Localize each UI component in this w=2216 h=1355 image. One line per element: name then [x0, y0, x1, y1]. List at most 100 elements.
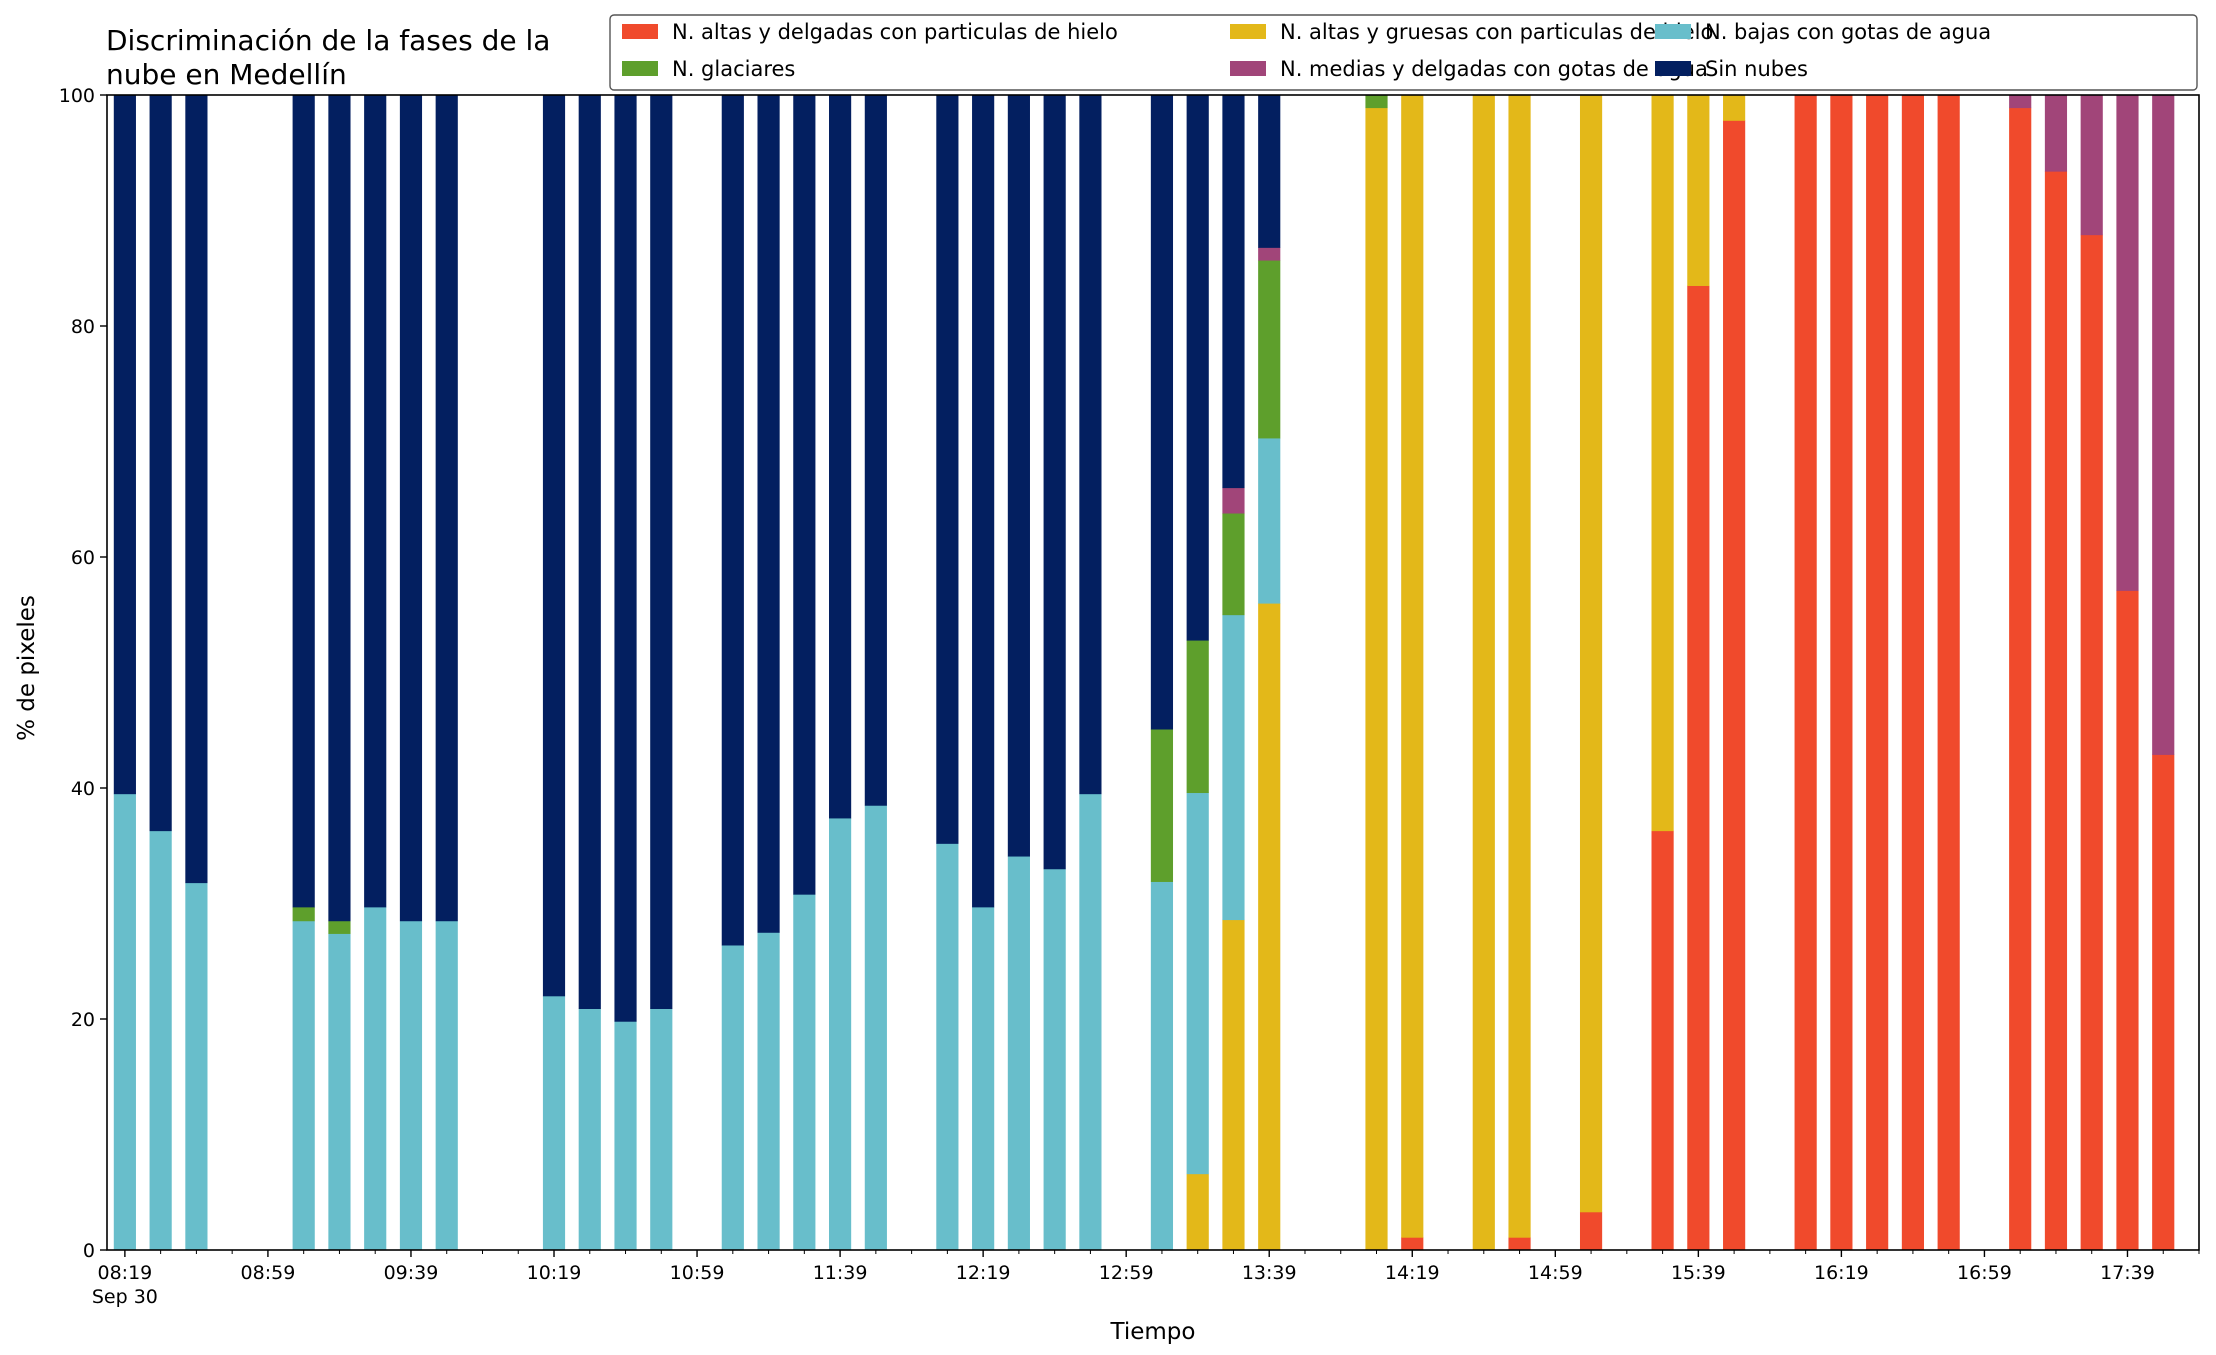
- bar-segment: [1794, 95, 1817, 1251]
- bar-segment: [1222, 513, 1245, 616]
- bar-segment: [1222, 614, 1245, 921]
- legend-label: N. medias y delgadas con gotas de agua: [1280, 57, 1708, 81]
- x-tick-label: 09:39: [384, 1262, 439, 1284]
- x-tick-label: 14:59: [1528, 1262, 1583, 1284]
- bar-segment: [2116, 95, 2139, 591]
- chart-title-line-1: Discriminación de la fases de la: [106, 24, 550, 57]
- bar-segment: [1937, 95, 1960, 1251]
- y-tick-label: 0: [83, 1240, 95, 1262]
- bar-segment: [757, 932, 780, 1251]
- bar-segment: [1508, 95, 1531, 1238]
- x-tick-label: 16:19: [1814, 1262, 1869, 1284]
- bar-segment: [829, 818, 852, 1251]
- bar-segment: [1150, 881, 1174, 1251]
- bar-segment: [1258, 438, 1281, 604]
- bar-segment: [614, 95, 637, 1022]
- bar-segment: [292, 95, 315, 908]
- bar-segment: [1007, 95, 1030, 857]
- bar-segment: [1901, 95, 1924, 1251]
- y-tick-label: 40: [71, 778, 95, 800]
- x-tick-label: 15:39: [1671, 1262, 1726, 1284]
- bar-segment: [864, 805, 887, 1251]
- bar-segment: [1150, 729, 1174, 882]
- legend-swatch: [622, 24, 658, 39]
- bar-segment: [435, 95, 458, 922]
- bar-segment: [435, 920, 458, 1251]
- bar-segment: [1186, 640, 1209, 794]
- bar-segment: [1651, 830, 1674, 1251]
- bar-segment: [1258, 603, 1281, 1251]
- bar-segment: [1365, 107, 1388, 1251]
- bar-segment: [1186, 95, 1209, 641]
- bar-segment: [1222, 487, 1245, 514]
- bar-segment: [292, 906, 315, 922]
- bar-segment: [1365, 95, 1388, 109]
- bar-segment: [1222, 919, 1245, 1251]
- bar-segment: [1579, 95, 1603, 1213]
- x-tick-label: 12:19: [956, 1262, 1011, 1284]
- bar-segment: [364, 95, 387, 908]
- legend: N. altas y delgadas con particulas de hi…: [609, 14, 2198, 91]
- bar-segment: [1043, 95, 1066, 870]
- x-tick-label: 11:39: [813, 1262, 868, 1284]
- y-tick-label: 100: [59, 85, 95, 107]
- legend-frame: [609, 14, 2198, 91]
- bar-segment: [399, 95, 423, 922]
- y-tick-label: 20: [71, 1009, 95, 1031]
- bar-segment: [1651, 95, 1674, 832]
- bar-segment: [2044, 95, 2068, 172]
- bar-segment: [972, 906, 995, 1251]
- bar-segment: [328, 933, 351, 1251]
- legend-swatch: [1655, 24, 1691, 39]
- bar-segment: [399, 920, 423, 1251]
- bar-segment: [1258, 260, 1281, 439]
- legend-swatch: [1230, 61, 1266, 76]
- bar-segment: [149, 95, 172, 832]
- x-tick-label: 08:59: [241, 1262, 296, 1284]
- bar-segment: [2152, 754, 2175, 1251]
- bar-segment: [364, 906, 387, 1251]
- bar-segment: [1258, 95, 1281, 248]
- x-axis-label: Tiempo: [1110, 1319, 1196, 1345]
- bar-segment: [1579, 1211, 1603, 1251]
- y-tick-label: 60: [71, 547, 95, 569]
- bar-segment: [972, 95, 995, 908]
- bar-segment: [2080, 95, 2103, 236]
- bar-segment: [1222, 95, 1245, 489]
- bar-segment: [829, 95, 852, 819]
- bar-segment: [2009, 95, 2032, 109]
- bar-segment: [614, 1021, 637, 1251]
- bar-segment: [1186, 1173, 1209, 1251]
- bar-segment: [1079, 793, 1102, 1251]
- bar-segment: [2009, 107, 2032, 1251]
- bar-segment: [936, 843, 959, 1251]
- legend-label: N. glaciares: [672, 57, 795, 81]
- y-tick-label: 80: [71, 316, 95, 338]
- bar-segment: [1687, 285, 1710, 1251]
- bar-segment: [757, 95, 780, 933]
- legend-swatch: [1655, 61, 1691, 76]
- legend-label: N. bajas con gotas de agua: [1705, 20, 1991, 44]
- bar-segment: [185, 882, 208, 1251]
- bar-segment: [1079, 95, 1102, 795]
- x-date-label: Sep 30: [92, 1286, 158, 1308]
- bar-segment: [578, 95, 601, 1009]
- axes-group: 0 20 40 60 80 100 08:19 08:59 09:39 10:19 10:59 11:…: [59, 85, 2200, 1308]
- bar-segment: [1866, 95, 1889, 1251]
- bar-segment: [1830, 95, 1853, 1251]
- bar-segment: [578, 1008, 601, 1251]
- x-tick-label: 12:59: [1099, 1262, 1154, 1284]
- bars-group: [113, 95, 2175, 1251]
- bar-segment: [1150, 95, 1174, 730]
- bar-segment: [149, 830, 172, 1251]
- x-tick-label: 17:39: [2100, 1262, 2155, 1284]
- x-tick-label: 08:19: [97, 1262, 152, 1284]
- bar-segment: [328, 95, 351, 922]
- legend-label: N. altas y delgadas con particulas de hi…: [672, 20, 1118, 44]
- bar-segment: [1043, 868, 1066, 1251]
- bar-segment: [542, 95, 566, 997]
- bar-segment: [793, 894, 816, 1251]
- x-tick-label: 10:59: [670, 1262, 725, 1284]
- bar-segment: [793, 95, 816, 895]
- bar-segment: [113, 793, 136, 1251]
